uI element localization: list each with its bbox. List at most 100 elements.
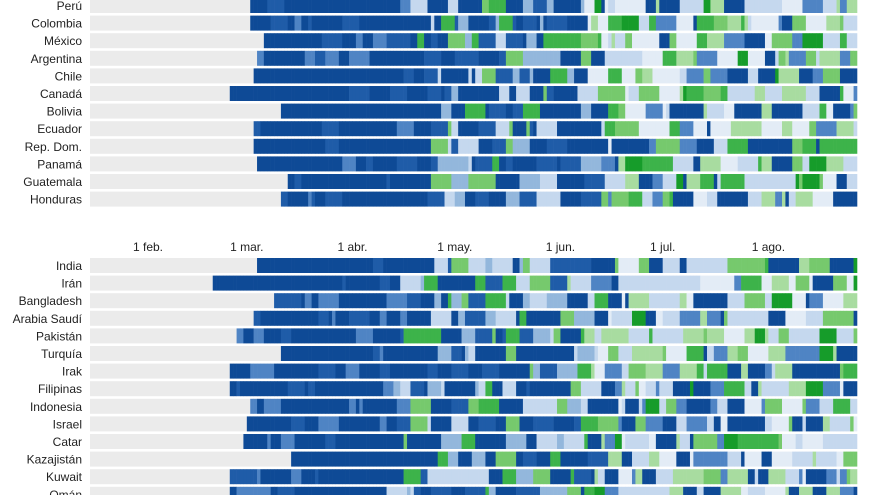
- heatmap-cell: [669, 310, 674, 326]
- heatmap-cell: [355, 174, 360, 189]
- heatmap-cell: [836, 328, 841, 344]
- heatmap-cell: [519, 0, 524, 13]
- heatmap-cell: [584, 486, 588, 495]
- heatmap-cell: [478, 258, 483, 273]
- heatmap-cell: [853, 346, 858, 361]
- heatmap-cell: [352, 346, 357, 361]
- heatmap-cell: [724, 469, 728, 485]
- heatmap-cell: [461, 275, 466, 291]
- heatmap-cell: [464, 86, 469, 101]
- heatmap-cell: [250, 434, 254, 449]
- heatmap-cell: [539, 15, 544, 31]
- heatmap-cell: [379, 86, 384, 101]
- heatmap-cell: [669, 174, 674, 189]
- heatmap-cell: [550, 398, 554, 414]
- heatmap-cell: [332, 328, 336, 344]
- heatmap-cell: [621, 174, 626, 189]
- heatmap-cell: [280, 486, 285, 495]
- heatmap-cell: [314, 86, 319, 101]
- heatmap-cell: [468, 258, 473, 273]
- heatmap-cell: [713, 310, 718, 326]
- heatmap-cell: [335, 381, 340, 397]
- heatmap-cell: [826, 258, 831, 273]
- heatmap-cell: [563, 0, 568, 13]
- heatmap-cell: [482, 68, 486, 84]
- heatmap-cell: [567, 191, 571, 207]
- heatmap-cell: [751, 363, 756, 379]
- heatmap-cell: [717, 191, 721, 207]
- heatmap-cell: [420, 416, 425, 432]
- heatmap-cell: [778, 398, 783, 414]
- heatmap-cell: [819, 451, 824, 467]
- heatmap-cell: [819, 15, 824, 31]
- heatmap-cell: [533, 434, 537, 449]
- heatmap-cell: [444, 451, 449, 467]
- heatmap-cell: [424, 451, 428, 467]
- heatmap-cell: [550, 451, 554, 467]
- heatmap-cell: [417, 156, 421, 172]
- heatmap-cell: [655, 346, 660, 361]
- heatmap-cell: [250, 86, 254, 101]
- heatmap-cell: [734, 191, 738, 207]
- heatmap-cell: [516, 434, 520, 449]
- heatmap-cell: [608, 50, 612, 66]
- heatmap-cell: [349, 15, 353, 31]
- heatmap-cell: [342, 33, 346, 49]
- heatmap-cell: [430, 68, 435, 84]
- heatmap-cell: [304, 346, 309, 361]
- heatmap-cell: [342, 156, 346, 172]
- heatmap-cell: [785, 0, 790, 13]
- heatmap-cell: [700, 381, 704, 397]
- heatmap-cell: [645, 15, 650, 31]
- heatmap-cell: [359, 363, 364, 379]
- heatmap-cell: [799, 398, 803, 414]
- heatmap-cell: [495, 138, 500, 154]
- heatmap-cell: [625, 310, 629, 326]
- heatmap-cell: [250, 275, 254, 291]
- heatmap-cell: [386, 451, 391, 467]
- heatmap-cell: [495, 275, 500, 291]
- heatmap-cell: [782, 33, 786, 49]
- heatmap-cell: [546, 434, 551, 449]
- heatmap-cell: [311, 469, 316, 485]
- heatmap-cell: [649, 434, 653, 449]
- heatmap-cell: [338, 258, 343, 273]
- heatmap-cell: [710, 68, 715, 84]
- heatmap-cell: [584, 416, 588, 432]
- heatmap-cell: [843, 451, 848, 467]
- heatmap-cell: [604, 68, 609, 84]
- heatmap-cell: [707, 191, 711, 207]
- heatmap-cell: [604, 0, 609, 13]
- heatmap-cell: [649, 121, 653, 137]
- heatmap-cell: [284, 68, 289, 84]
- heatmap-cell: [482, 363, 486, 379]
- heatmap-cell: [369, 258, 374, 273]
- heatmap-cell: [782, 156, 786, 172]
- heatmap-cell: [386, 138, 391, 154]
- heatmap-cell: [553, 50, 558, 66]
- heatmap-cell: [802, 68, 807, 84]
- heatmap-cell: [499, 258, 503, 273]
- heatmap-cell: [287, 33, 292, 49]
- heatmap-cell: [267, 434, 271, 449]
- heatmap-cell: [321, 310, 326, 326]
- heatmap-cell: [778, 174, 783, 189]
- heatmap-cell: [478, 15, 483, 31]
- heatmap-cell: [372, 156, 377, 172]
- heatmap-cell: [550, 293, 554, 309]
- heatmap-cell: [829, 434, 834, 449]
- heatmap-cell: [843, 363, 848, 379]
- heatmap-cell: [417, 293, 421, 309]
- heatmap-cell: [768, 174, 773, 189]
- heatmap-cell: [359, 258, 364, 273]
- heatmap-cell: [730, 416, 735, 432]
- heatmap-cell: [741, 156, 745, 172]
- heatmap-cell: [287, 398, 292, 414]
- heatmap-cell: [434, 451, 439, 467]
- heatmap-cell: [792, 381, 796, 397]
- heatmap-cell: [635, 68, 640, 84]
- heatmap-cell: [505, 86, 510, 101]
- heatmap-cell: [366, 310, 370, 326]
- heatmap-cell: [516, 416, 520, 432]
- heatmap-cell: [396, 346, 401, 361]
